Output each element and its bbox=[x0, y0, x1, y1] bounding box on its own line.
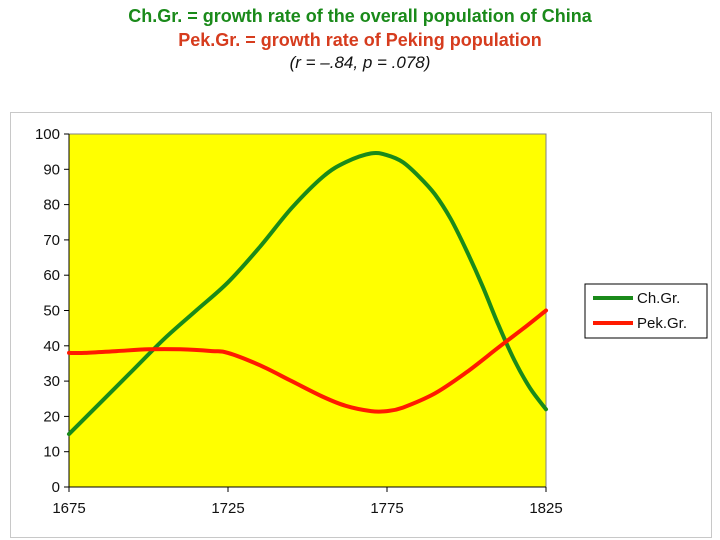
title-line-peking: Pek.Gr. = growth rate of Peking populati… bbox=[178, 30, 542, 50]
x-tick-label: 1725 bbox=[211, 500, 244, 517]
plot-area bbox=[68, 133, 547, 488]
x-tick-label: 1825 bbox=[529, 500, 562, 517]
y-tick-label: 80 bbox=[43, 197, 60, 214]
series-line-ch-gr bbox=[67, 150, 548, 437]
y-tick-label: 60 bbox=[43, 267, 60, 284]
y-tick-label: 100 bbox=[35, 126, 60, 143]
y-tick-label: 20 bbox=[43, 408, 60, 425]
legend-label: Pek.Gr. bbox=[637, 315, 687, 332]
x-tick-label: 1675 bbox=[52, 500, 85, 517]
legend: Ch.Gr. Pek.Gr. bbox=[584, 283, 708, 339]
y-tick-label: 90 bbox=[43, 161, 60, 178]
y-tick-label: 70 bbox=[43, 232, 60, 249]
y-tick-label: 0 bbox=[52, 479, 60, 496]
chart-frame: 0 10 20 30 40 50 60 70 80 90 100 1675 1725 1775 1825 … bbox=[10, 112, 712, 538]
correlation-subtitle: (r = –.84, p = .078) bbox=[289, 53, 431, 72]
y-tick-label: 40 bbox=[43, 338, 60, 355]
x-tick-label: 1775 bbox=[370, 500, 403, 517]
y-tick-label: 50 bbox=[43, 303, 60, 320]
x-axis: 1675 1725 1775 1825 bbox=[52, 486, 563, 517]
y-tick-label: 10 bbox=[43, 444, 60, 461]
legend-box bbox=[584, 283, 708, 339]
y-axis: 0 10 20 30 40 50 60 70 80 90 100 bbox=[35, 126, 70, 496]
series-group bbox=[67, 150, 548, 437]
y-tick-label: 30 bbox=[43, 373, 60, 390]
title-line-china: Ch.Gr. = growth rate of the overall popu… bbox=[128, 6, 592, 26]
chart-titles: Ch.Gr. = growth rate of the overall popu… bbox=[0, 4, 720, 74]
legend-label: Ch.Gr. bbox=[637, 290, 680, 307]
series-line-pek-gr bbox=[67, 308, 548, 414]
